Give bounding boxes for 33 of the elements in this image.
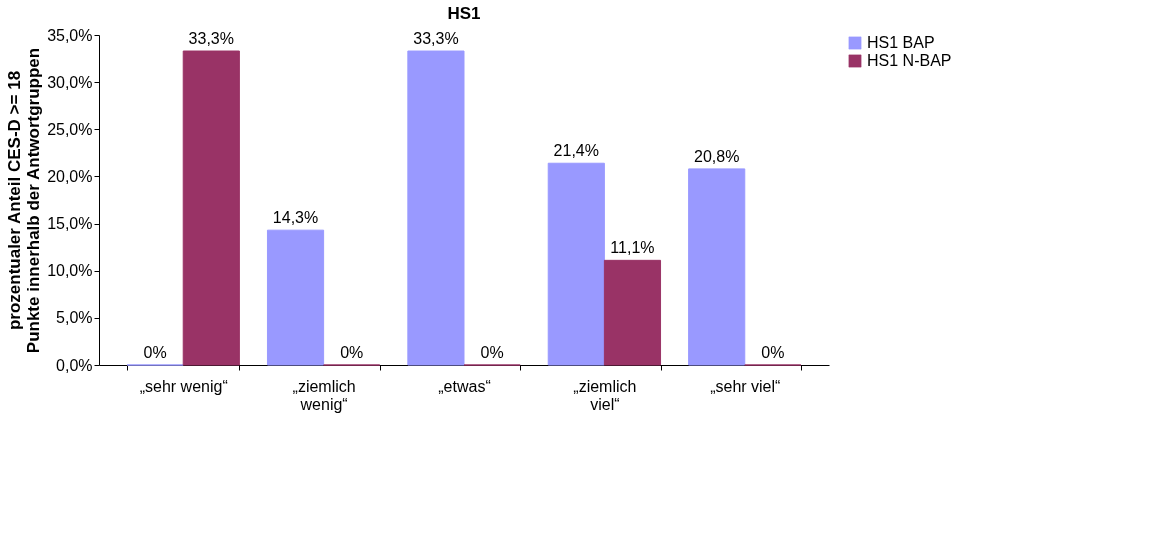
data-label: 14,3% xyxy=(272,209,319,227)
x-tick-label: „sehr wenig“ xyxy=(139,377,228,395)
y-tick-label: 20,0% xyxy=(47,167,93,185)
y-tick-label: 30,0% xyxy=(47,73,93,91)
bar xyxy=(407,50,465,366)
data-label: 21,4% xyxy=(553,142,599,160)
y-tick-label: 10,0% xyxy=(47,262,93,280)
y-tick-label: 0,0% xyxy=(56,356,93,374)
x-tick-label: „sehr viel“ xyxy=(710,377,781,395)
legend-label: HS1 BAP xyxy=(867,34,935,51)
data-label: 0% xyxy=(340,344,364,361)
data-label: 33,3% xyxy=(188,30,234,48)
bar xyxy=(182,50,240,366)
y-tick-label: 25,0% xyxy=(47,120,93,138)
data-label: 20,8% xyxy=(694,147,740,165)
x-tick-label: „ziemlich wenig“ xyxy=(292,377,356,413)
data-label: 11,1% xyxy=(610,239,655,257)
data-label: 0% xyxy=(143,344,167,361)
x-tick-label: „ziemlich viel“ xyxy=(573,377,637,413)
y-tick-label: 5,0% xyxy=(56,309,93,327)
y-axis-title: prozentualer Anteil CES-D >= 18 Punkte innerhalb der Antwortgruppen xyxy=(5,47,44,354)
y-tick-label: 35,0% xyxy=(47,26,93,44)
data-label: 0% xyxy=(480,344,504,361)
bar xyxy=(266,229,325,366)
legend-label: HS1 N-BAP xyxy=(867,52,952,69)
data-label: 0% xyxy=(761,344,785,361)
bar xyxy=(547,162,605,366)
data-label: 33,3% xyxy=(413,30,459,48)
bar xyxy=(603,259,662,366)
bar xyxy=(688,168,746,366)
chart-title: HS1 xyxy=(447,4,481,23)
x-tick-label: „etwas“ xyxy=(438,377,491,395)
y-tick-label: 15,0% xyxy=(47,215,93,233)
